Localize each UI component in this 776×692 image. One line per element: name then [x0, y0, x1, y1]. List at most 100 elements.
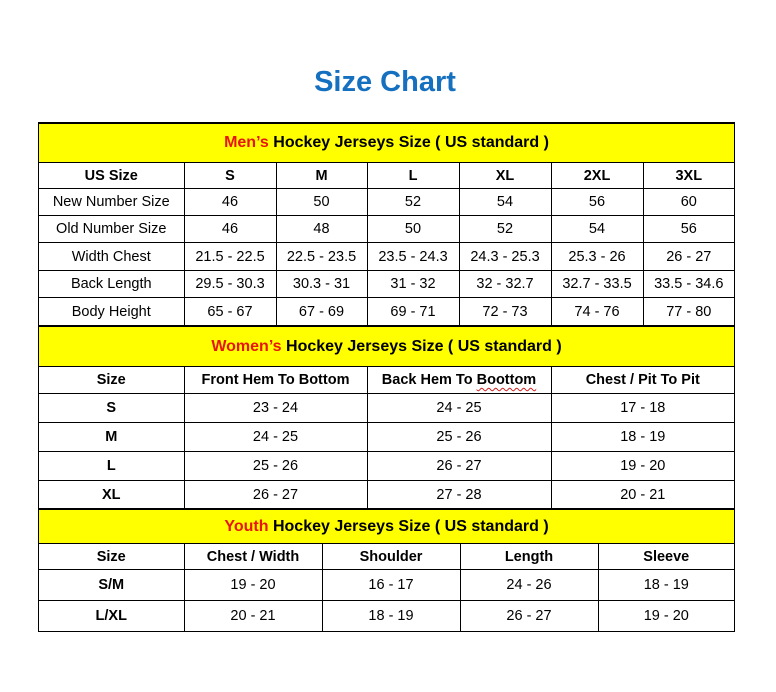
table-cell: 18 - 19: [550, 422, 735, 452]
youth-banner-highlight: Youth: [224, 517, 269, 535]
column-header-label: Length: [504, 548, 554, 565]
column-header: S: [183, 162, 277, 189]
table-row: S/M 19 - 20 16 - 17 24 - 26 18 - 19: [39, 569, 735, 601]
table-cell: 56: [642, 215, 735, 243]
column-header-label: US Size: [84, 167, 138, 184]
table-cell: 19 - 20: [550, 451, 735, 481]
row-label: Old Number Size: [39, 215, 185, 243]
column-header: Sleeve: [597, 543, 735, 570]
column-header-label: Size: [96, 548, 126, 565]
column-header-label: Chest / Pit To Pit: [585, 372, 700, 388]
column-header-label: Shoulder: [359, 548, 423, 565]
womens-banner: Women’s Hockey Jerseys Size ( US standar…: [39, 326, 735, 367]
youth-banner-row: Youth Hockey Jerseys Size ( US standard …: [39, 509, 735, 544]
column-header-label: XL: [495, 167, 515, 184]
row-label: L: [39, 451, 185, 481]
column-header: 3XL: [642, 162, 735, 189]
column-header: XL: [458, 162, 552, 189]
column-header: M: [275, 162, 368, 189]
table-cell: 20 - 21: [183, 600, 323, 632]
column-header: Shoulder: [321, 543, 461, 570]
table-row: S 23 - 24 24 - 25 17 - 18: [39, 393, 735, 423]
youth-banner-text: Hockey Jerseys Size ( US standard ): [268, 517, 549, 535]
table-cell: 74 - 76: [550, 297, 644, 326]
table-cell: 54: [550, 215, 644, 243]
mens-banner-highlight: Men’s: [224, 134, 269, 151]
table-cell: 18 - 19: [321, 600, 461, 632]
table-cell: 46: [183, 215, 277, 243]
table-cell: 33.5 - 34.6: [642, 270, 735, 298]
table-cell: 50: [366, 215, 460, 243]
table-row: M 24 - 25 25 - 26 18 - 19: [39, 422, 735, 452]
table-cell: 25 - 26: [366, 422, 552, 452]
table-cell: 16 - 17: [321, 569, 461, 601]
column-header: Size: [39, 543, 185, 570]
column-header: 2XL: [550, 162, 644, 189]
page-title: Size Chart: [314, 66, 456, 98]
misspelled-word: Boottom: [476, 372, 537, 388]
youth-size-table: Youth Hockey Jerseys Size ( US standard …: [39, 509, 735, 632]
row-label: Body Height: [39, 297, 185, 326]
table-cell: 31 - 32: [366, 270, 460, 298]
table-cell: 19 - 20: [597, 600, 735, 632]
womens-banner-row: Women’s Hockey Jerseys Size ( US standar…: [39, 326, 735, 367]
table-cell: 18 - 19: [597, 569, 735, 601]
column-header-label: 2XL: [583, 167, 611, 184]
table-cell: 30.3 - 31: [275, 270, 368, 298]
womens-banner-text: Hockey Jerseys Size ( US standard ): [281, 337, 562, 355]
table-cell: 27 - 28: [366, 480, 552, 509]
youth-banner: Youth Hockey Jerseys Size ( US standard …: [39, 509, 735, 544]
table-cell: 60: [642, 188, 735, 216]
row-label: XL: [39, 480, 185, 509]
table-cell: 72 - 73: [458, 297, 552, 326]
column-header-label: Front Hem To Bottom: [201, 372, 350, 388]
table-cell: 32.7 - 33.5: [550, 270, 644, 298]
womens-size-table: Women’s Hockey Jerseys Size ( US standar…: [39, 326, 735, 509]
table-cell: 19 - 20: [183, 569, 323, 601]
column-header-label: Chest / Width: [206, 548, 300, 565]
mens-banner: Men’s Hockey Jerseys Size ( US standard …: [39, 123, 735, 163]
table-cell: 69 - 71: [366, 297, 460, 326]
table-cell: 20 - 21: [550, 480, 735, 509]
table-cell: 24 - 25: [183, 422, 368, 452]
column-header-label: 3XL: [675, 167, 703, 184]
table-row: L/XL 20 - 21 18 - 19 26 - 27 19 - 20: [39, 600, 735, 632]
table-cell: 24 - 25: [366, 393, 552, 423]
table-row: New Number Size 46 50 52 54 56 60: [39, 188, 735, 216]
table-cell: 25.3 - 26: [550, 242, 644, 271]
table-cell: 17 - 18: [550, 393, 735, 423]
size-chart: Men’s Hockey Jerseys Size ( US standard …: [38, 122, 735, 632]
column-header-label: S: [225, 167, 235, 184]
table-cell: 24.3 - 25.3: [458, 242, 552, 271]
column-header-label: Back Hem To Boottom: [382, 372, 536, 388]
mens-banner-text: Hockey Jerseys Size ( US standard ): [268, 134, 549, 151]
table-cell: 23.5 - 24.3: [366, 242, 460, 271]
table-row: Body Height 65 - 67 67 - 69 69 - 71 72 - 73 7…: [39, 297, 735, 326]
mens-header-row: US Size S M L XL 2XL 3XL: [39, 162, 735, 189]
table-cell: 56: [550, 188, 644, 216]
column-header-label: Size: [96, 372, 126, 388]
row-label: New Number Size: [39, 188, 185, 216]
table-row: Back Length 29.5 - 30.3 30.3 - 31 31 - 32 32…: [39, 270, 735, 298]
column-header: Chest / Pit To Pit: [550, 366, 735, 394]
table-cell: 32 - 32.7: [458, 270, 552, 298]
table-row: XL 26 - 27 27 - 28 20 - 21: [39, 480, 735, 509]
column-header-label: L: [408, 167, 418, 184]
table-row: Old Number Size 46 48 50 52 54 56: [39, 215, 735, 243]
table-cell: 54: [458, 188, 552, 216]
table-cell: 26 - 27: [183, 480, 368, 509]
table-cell: 52: [458, 215, 552, 243]
table-cell: 26 - 27: [459, 600, 599, 632]
row-label: M: [39, 422, 185, 452]
column-header: Chest / Width: [183, 543, 323, 570]
table-cell: 65 - 67: [183, 297, 277, 326]
column-header: US Size: [39, 162, 185, 189]
table-cell: 25 - 26: [183, 451, 368, 481]
table-cell: 24 - 26: [459, 569, 599, 601]
table-row: L 25 - 26 26 - 27 19 - 20: [39, 451, 735, 481]
column-header: Back Hem To Boottom: [366, 366, 552, 394]
table-cell: 67 - 69: [275, 297, 368, 326]
table-cell: 21.5 - 22.5: [183, 242, 277, 271]
column-header: L: [366, 162, 460, 189]
column-header-label: Sleeve: [643, 548, 690, 565]
